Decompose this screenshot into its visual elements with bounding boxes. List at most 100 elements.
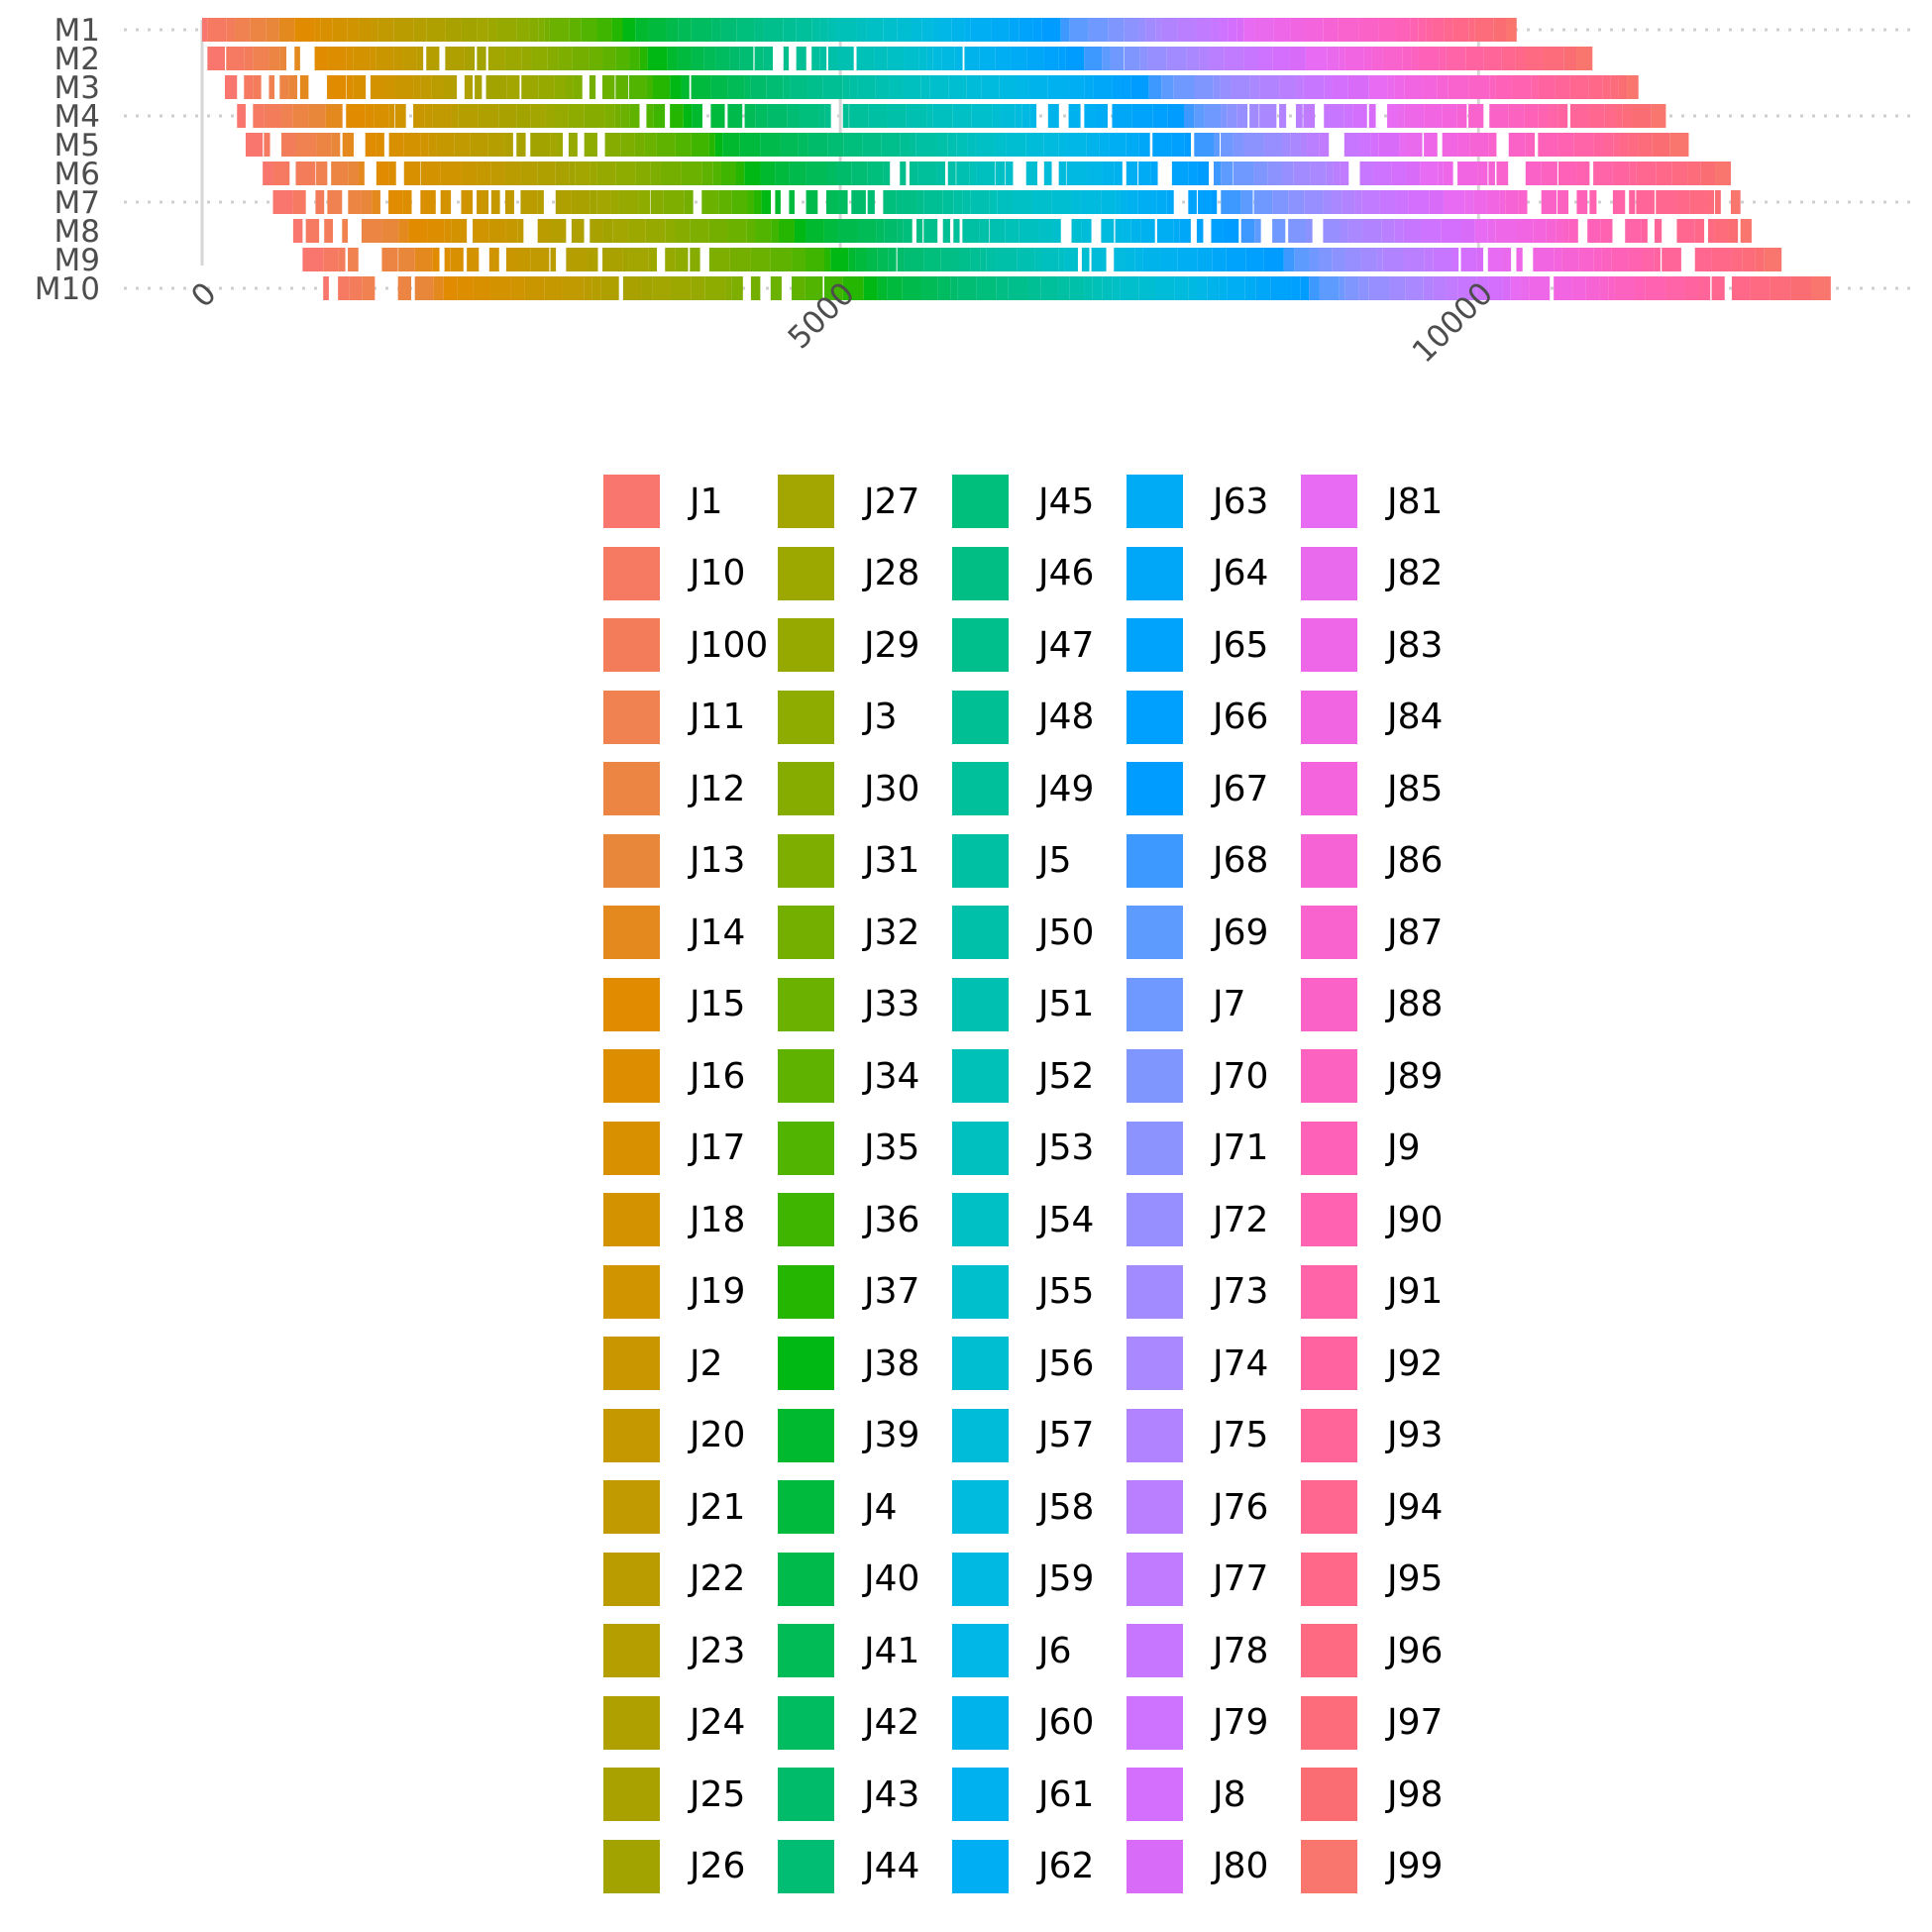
legend-item: J43: [778, 1759, 952, 1831]
job-bar: [612, 219, 629, 243]
job-bar: [1221, 190, 1241, 214]
job-bar: [555, 104, 569, 128]
job-bar: [799, 104, 819, 128]
legend: J1 J10 J100 J11 J12 J13 J14 J15 J16 J17 J18 J19 J2 J2…: [603, 466, 1475, 1902]
job-bar: [1562, 219, 1569, 243]
job-bar: [393, 18, 414, 42]
legend-swatch: [778, 1695, 834, 1750]
job-bar: [1166, 190, 1174, 214]
job-bar: [1613, 133, 1620, 157]
job-bar: [910, 161, 918, 185]
job-bar: [862, 133, 882, 157]
job-bar: [805, 248, 825, 271]
job-bar: [332, 18, 348, 42]
job-bar: [1344, 248, 1361, 271]
job-bar: [789, 190, 796, 214]
job-bar: [1358, 18, 1379, 42]
job-bar: [530, 133, 551, 157]
job-bar: [1651, 104, 1666, 128]
job-bar: [1576, 161, 1590, 185]
legend-label: J30: [864, 768, 920, 809]
job-bar: [1676, 219, 1695, 243]
job-bar: [646, 104, 654, 128]
job-bar: [926, 47, 933, 70]
job-bar: [1495, 75, 1512, 99]
job-bar: [863, 276, 878, 300]
job-bar: [562, 276, 585, 300]
job-bar: [1227, 104, 1237, 128]
job-bar: [1122, 219, 1131, 243]
legend-label: J21: [690, 1486, 746, 1528]
job-bar: [1282, 161, 1294, 185]
job-bar: [1213, 75, 1221, 99]
job-bar: [1267, 161, 1283, 185]
job-bar: [596, 161, 616, 185]
legend-item: J86: [1301, 825, 1475, 898]
job-bar: [941, 47, 955, 70]
job-bar: [1408, 190, 1430, 214]
legend-label: J5: [1038, 840, 1072, 882]
job-bar: [295, 133, 317, 157]
job-bar: [1501, 47, 1516, 70]
job-bar: [942, 219, 951, 243]
job-bar: [444, 248, 451, 271]
job-bar: [618, 190, 639, 214]
job-bar: [464, 47, 476, 70]
legend-swatch: [1127, 618, 1183, 673]
legend-swatch: [1127, 1049, 1183, 1104]
legend-item: J40: [778, 1544, 952, 1616]
job-bar: [992, 104, 1001, 128]
job-bar: [496, 18, 517, 42]
job-bar: [568, 104, 585, 128]
job-bar: [824, 104, 831, 128]
legend-label: J78: [1213, 1630, 1269, 1671]
job-bar: [1730, 190, 1741, 214]
job-bar: [1554, 276, 1572, 300]
job-bar: [628, 219, 646, 243]
job-bar: [953, 219, 960, 243]
job-bar: [1474, 219, 1488, 243]
legend-swatch: [778, 1552, 834, 1606]
legend-item: J68: [1127, 825, 1301, 898]
y-tick-label: M5: [54, 128, 100, 163]
job-bar: [1309, 248, 1320, 271]
legend-item: J63: [1127, 466, 1301, 538]
job-bar: [1689, 190, 1708, 214]
job-bar: [652, 75, 671, 99]
job-bar: [1506, 18, 1517, 42]
job-bar: [1228, 18, 1237, 42]
job-bar: [488, 219, 506, 243]
job-bar: [549, 18, 570, 42]
job-bar: [1420, 219, 1442, 243]
job-bar: [1404, 104, 1425, 128]
job-bar: [951, 18, 965, 42]
job-bar: [1155, 18, 1162, 42]
job-bar: [361, 219, 382, 243]
job-bar: [746, 219, 756, 243]
legend-label: J53: [1038, 1127, 1095, 1169]
job-bar: [558, 47, 573, 70]
legend-swatch: [603, 1624, 660, 1678]
job-bar: [268, 47, 280, 70]
job-bar: [1361, 190, 1380, 214]
job-bar: [461, 190, 474, 214]
legend-label: J8: [1213, 1773, 1246, 1815]
legend-item: J91: [1301, 1256, 1475, 1329]
job-bar: [936, 133, 948, 157]
job-bar: [403, 133, 421, 157]
job-bar: [1047, 75, 1069, 99]
job-bar: [1220, 75, 1232, 99]
job-bar: [1557, 133, 1574, 157]
job-bar: [426, 47, 440, 70]
job-bar: [323, 248, 339, 271]
job-bar: [376, 161, 389, 185]
job-bar: [1041, 18, 1061, 42]
job-bar: [1249, 75, 1260, 99]
legend-label: J26: [690, 1846, 746, 1887]
job-bar: [1338, 18, 1359, 42]
job-bar: [1656, 190, 1677, 214]
legend-label: J93: [1387, 1415, 1444, 1456]
legend-label: J91: [1387, 1271, 1444, 1313]
job-bar: [288, 75, 298, 99]
job-bar: [490, 276, 511, 300]
